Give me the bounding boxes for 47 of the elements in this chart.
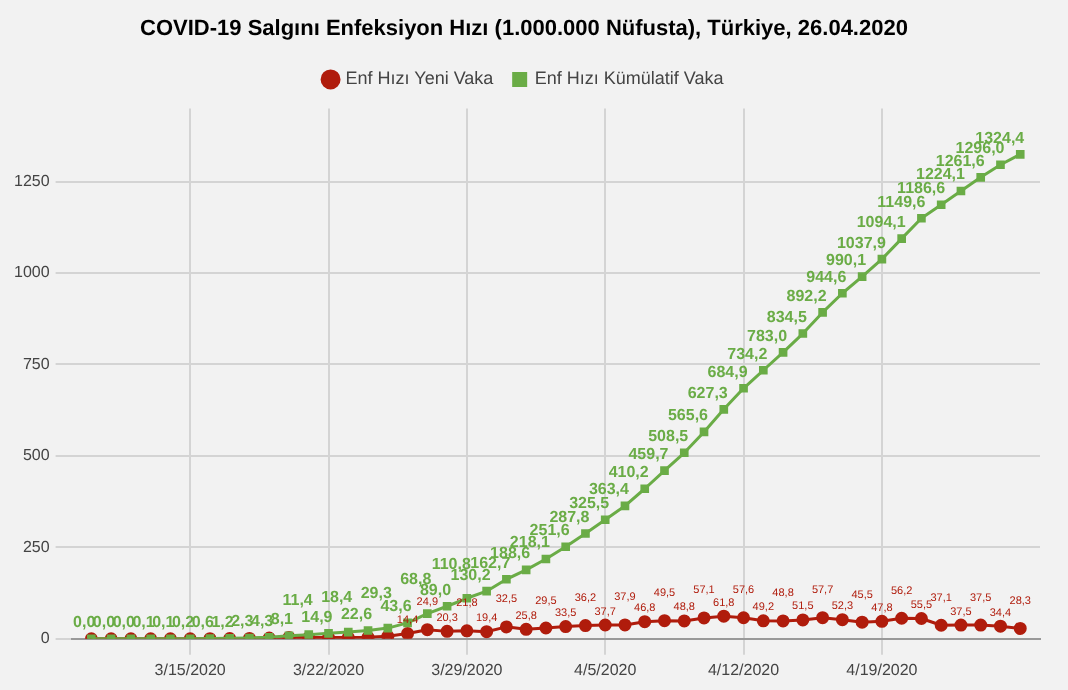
data-label: 363,4 bbox=[588, 480, 631, 499]
data-label: 565,6 bbox=[667, 406, 710, 425]
data-label: 410,2 bbox=[608, 463, 650, 482]
data-label: 684,9 bbox=[707, 362, 749, 381]
data-label: 944,6 bbox=[806, 267, 848, 286]
data-label: 734,2 bbox=[727, 344, 769, 363]
data-label: 18,4 bbox=[321, 588, 354, 607]
x-tick-label: 4/5/2020 bbox=[574, 660, 638, 679]
data-label: 892,2 bbox=[786, 286, 828, 305]
data-label: 1224,1 bbox=[916, 165, 967, 184]
data-label: 11,4 bbox=[282, 591, 314, 610]
data-label: 14,9 bbox=[301, 607, 334, 626]
data-label: 325,5 bbox=[569, 494, 611, 513]
data-label: 0,0 bbox=[73, 613, 97, 632]
data-label: 834,5 bbox=[766, 307, 808, 326]
data-label: 0,0 bbox=[112, 613, 136, 632]
data-label: 990,1 bbox=[826, 251, 868, 270]
legend-label: Enf Hızı Kümülatif Vaka bbox=[534, 68, 724, 89]
data-label: 29,3 bbox=[360, 584, 393, 603]
x-tick-label: 3/15/2020 bbox=[154, 660, 227, 679]
data-label: 22,6 bbox=[340, 604, 374, 623]
y-tick-label: 1250 bbox=[14, 171, 51, 190]
data-label: 627,3 bbox=[687, 383, 729, 402]
data-label: 0,0 bbox=[92, 613, 117, 632]
data-label: 1149,6 bbox=[877, 192, 927, 211]
legend-label: Enf Hızı Yeni Vaka bbox=[345, 68, 494, 89]
data-label: 2,3 bbox=[231, 612, 255, 631]
chart-title: COVID-19 Salgını Enfeksiyon Hızı (1.000.000 Nüfusta), Türkiye, 26.04.2020 bbox=[140, 17, 908, 42]
data-label: 508,5 bbox=[648, 427, 690, 446]
data-label: 8,1 bbox=[270, 610, 295, 629]
x-tick-label: 3/29/2020 bbox=[431, 660, 504, 679]
y-tick-label: 500 bbox=[22, 446, 51, 465]
data-label: 783,0 bbox=[747, 326, 789, 345]
data-label: 0,1 bbox=[132, 613, 156, 632]
data-label: 1094,1 bbox=[856, 212, 907, 231]
data-label: 459,7 bbox=[628, 445, 670, 464]
data-label: 287,8 bbox=[549, 507, 591, 526]
x-tick-label: 4/19/2020 bbox=[846, 660, 919, 679]
y-tick-label: 250 bbox=[22, 537, 51, 556]
x-tick-label: 4/12/2020 bbox=[707, 660, 781, 679]
data-label: 43,6 bbox=[380, 597, 413, 616]
data-label: 1037,9 bbox=[836, 233, 887, 252]
y-tick-label: 750 bbox=[22, 354, 51, 373]
y-tick-label: 0 bbox=[40, 629, 51, 648]
y-tick-label: 1000 bbox=[14, 263, 51, 282]
x-tick-label: 3/22/2020 bbox=[292, 660, 366, 679]
data-label: 1186,6 bbox=[897, 179, 947, 198]
